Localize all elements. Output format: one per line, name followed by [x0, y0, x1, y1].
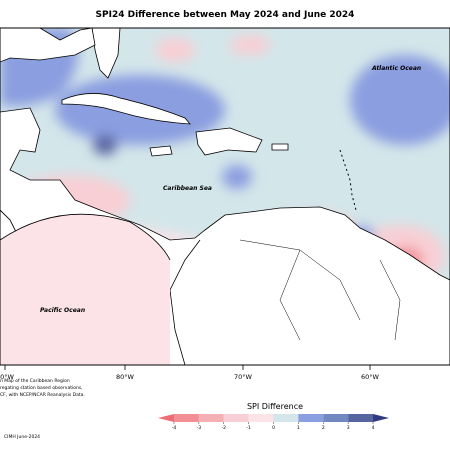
colorbar-tick-label: 0: [272, 425, 275, 431]
colorbar-segment: [348, 414, 373, 422]
colorbar-segment: [174, 414, 199, 422]
map-area: Atlantic Ocean Caribbean Sea Pacific Oce…: [0, 28, 450, 365]
colorbar-tick-label: 2: [322, 425, 325, 431]
colorbar-tick-label: 3: [347, 425, 350, 431]
colorbar-segment: [248, 414, 274, 422]
longitude-label: 80°W: [116, 373, 135, 381]
colorbar-segment: [298, 414, 324, 422]
ocean-label: Pacific Ocean: [40, 307, 85, 314]
longitude-label: 60°W: [361, 373, 380, 381]
map-title: SPI24 Difference between May 2024 and Ju…: [96, 10, 355, 20]
notes: n Map of the Caribbean Region regating s…: [0, 378, 85, 440]
colorbar-segment: [198, 414, 224, 422]
colorbar: -4 -3 -2 -1 0 1 2 3 4: [158, 414, 389, 431]
colorbar-segment: [323, 414, 349, 422]
note: CF, with NCEP/NCAR Reanalysis Data.: [0, 392, 85, 398]
note: CIMH June-2024: [4, 434, 40, 440]
colorbar-segment: [273, 414, 299, 422]
colorbar-extend: [158, 414, 174, 422]
colorbar-tick-label: -2: [222, 425, 227, 431]
colorbar-extend: [373, 414, 389, 422]
colorbar-tick-label: 1: [297, 425, 300, 431]
longitude-label: 70°W: [234, 373, 253, 381]
colorbar-label: SPI Difference: [247, 402, 303, 411]
colorbar-tick-label: -1: [246, 425, 251, 431]
note: n Map of the Caribbean Region: [0, 378, 70, 384]
ocean-label: Atlantic Ocean: [371, 65, 421, 72]
land: [0, 28, 450, 365]
sea-label: Caribbean Sea: [163, 185, 212, 192]
map-frame: [0, 27, 450, 366]
note: regating station based observations,: [0, 385, 83, 391]
colorbar-tick-label: 4: [372, 425, 375, 431]
longitude-label: 90°W: [0, 373, 15, 381]
colorbar-tick-label: -3: [197, 425, 202, 431]
longitude-axis: 90°W 80°W 70°W 60°W: [0, 365, 380, 381]
colorbar-segment: [223, 414, 249, 422]
colorbar-tick-label: -4: [172, 425, 177, 431]
